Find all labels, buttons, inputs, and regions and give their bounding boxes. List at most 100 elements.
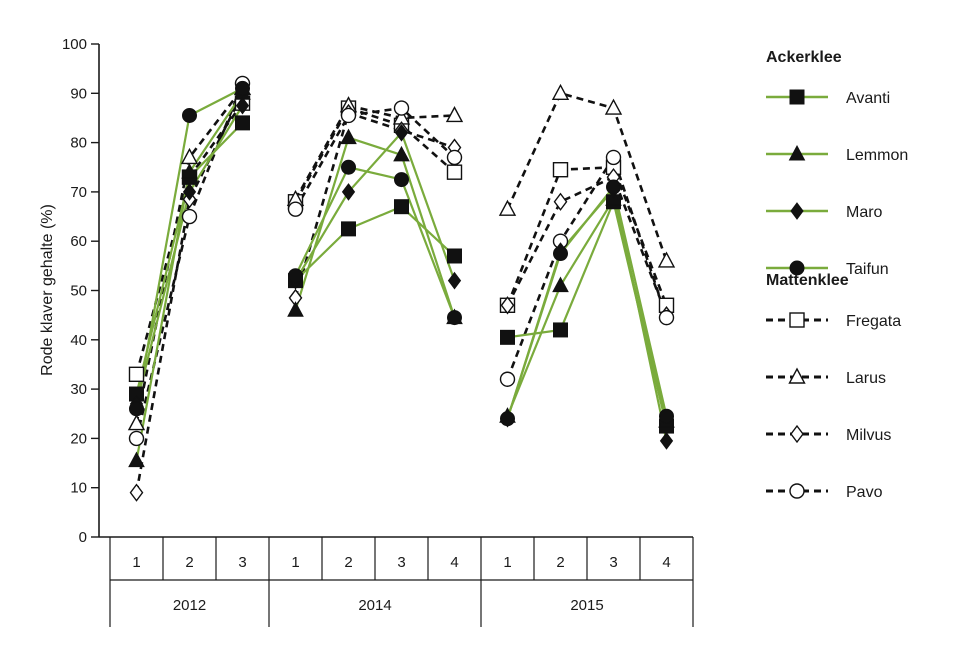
legend-marker <box>789 483 805 499</box>
point-fregata <box>128 366 145 383</box>
point-lemmon <box>128 451 145 468</box>
point-lemmon <box>552 276 569 293</box>
legend-marker <box>788 144 806 161</box>
year-label: 2015 <box>570 597 603 614</box>
point-taifun <box>235 80 250 96</box>
point-lemmon <box>605 190 622 206</box>
point-taifun <box>500 411 515 427</box>
series-line-pavo <box>135 82 244 439</box>
series-line-larus <box>294 104 455 200</box>
point-taifun <box>129 401 144 417</box>
point-milvus <box>129 483 144 502</box>
legend-label: Pavo <box>846 484 883 501</box>
point-pavo <box>181 208 198 225</box>
point-pavo <box>499 371 516 387</box>
series-line-taifun <box>135 87 244 410</box>
series-line-taifun <box>294 165 456 319</box>
point-avanti <box>235 115 250 131</box>
legend-label: Taifun <box>846 261 889 278</box>
point-fregata <box>446 164 463 180</box>
y-tick-label: 70 <box>70 184 87 201</box>
series-line-fregata <box>506 165 668 306</box>
cut-label: 2 <box>344 554 352 571</box>
y-tick-label: 20 <box>70 430 87 447</box>
axes: 0 10 20 30 40 50 60 70 80 90 100 1 2 3 2012 1 2 3 4 2014 1 2 3… <box>62 36 694 627</box>
point-taifun <box>394 172 409 188</box>
year-label: 2014 <box>358 597 391 614</box>
series-line-pavo <box>294 106 456 210</box>
point-pavo <box>340 107 357 124</box>
point-taifun <box>606 179 621 195</box>
y-tick-label: 100 <box>62 36 87 53</box>
cut-label: 1 <box>291 554 299 571</box>
point-larus <box>127 414 146 431</box>
cut-label: 2 <box>556 554 564 571</box>
point-maro <box>394 123 409 142</box>
point-pavo <box>287 201 304 217</box>
series-line-milvus <box>294 111 455 299</box>
series-line-pavo <box>506 154 668 380</box>
y-tick-label: 10 <box>70 480 87 497</box>
point-maro <box>182 183 197 201</box>
point-maro <box>235 96 250 115</box>
legend-heading: Mattenklee <box>766 272 849 289</box>
point-milvus <box>553 192 568 211</box>
y-axis-label: Rode klaver gehalte (%) <box>39 204 56 376</box>
series-line-avanti <box>294 205 456 282</box>
series-layer <box>127 75 676 502</box>
point-larus <box>551 83 570 101</box>
cut-label: 1 <box>132 554 140 571</box>
point-avanti <box>447 248 462 264</box>
point-lemmon <box>393 145 410 162</box>
point-taifun <box>341 159 356 175</box>
legend: Ackerklee Avanti Lemmon Maro TaifunMattenkle… <box>766 49 908 501</box>
legend-label: Maro <box>846 204 883 221</box>
point-larus <box>657 251 676 268</box>
legend-label: Lemmon <box>846 147 908 164</box>
cut-label: 1 <box>503 554 511 571</box>
point-pavo <box>658 309 675 326</box>
cut-label: 3 <box>238 554 246 571</box>
series-line-maro <box>294 130 456 282</box>
cut-label: 4 <box>450 554 458 571</box>
point-taifun <box>659 408 674 424</box>
point-pavo <box>393 100 410 116</box>
cut-label: 4 <box>662 554 670 571</box>
point-taifun <box>447 310 462 326</box>
point-taifun <box>288 268 303 284</box>
legend-marker <box>789 312 805 328</box>
y-tick-label: 90 <box>70 85 87 102</box>
point-avanti <box>341 221 356 237</box>
legend-marker <box>789 260 805 276</box>
point-avanti <box>394 199 409 215</box>
legend-label: Larus <box>846 370 886 387</box>
point-taifun <box>553 246 568 262</box>
legend-marker <box>789 89 805 105</box>
series-line-fregata <box>135 102 244 375</box>
point-pavo <box>446 149 463 166</box>
legend-marker <box>790 424 804 444</box>
series-line-taifun <box>506 184 668 420</box>
legend-marker <box>790 202 804 220</box>
point-larus <box>445 106 464 123</box>
series-line-milvus <box>135 92 244 493</box>
cut-label: 3 <box>397 554 405 571</box>
point-larus <box>604 98 623 115</box>
point-larus <box>498 199 517 216</box>
series-line-milvus <box>506 175 668 316</box>
point-pavo <box>605 149 622 166</box>
legend-marker <box>788 367 806 384</box>
point-maro <box>447 271 462 290</box>
point-milvus <box>500 296 515 315</box>
legend-label: Fregata <box>846 313 901 330</box>
point-lemmon <box>287 301 304 317</box>
y-tick-label: 60 <box>70 233 87 250</box>
point-taifun <box>182 107 197 123</box>
point-fregata <box>552 162 569 178</box>
y-tick-label: 30 <box>70 381 87 398</box>
point-maro <box>659 432 674 450</box>
cut-label: 3 <box>609 554 617 571</box>
legend-heading: Ackerklee <box>766 49 842 66</box>
point-pavo <box>128 430 145 447</box>
